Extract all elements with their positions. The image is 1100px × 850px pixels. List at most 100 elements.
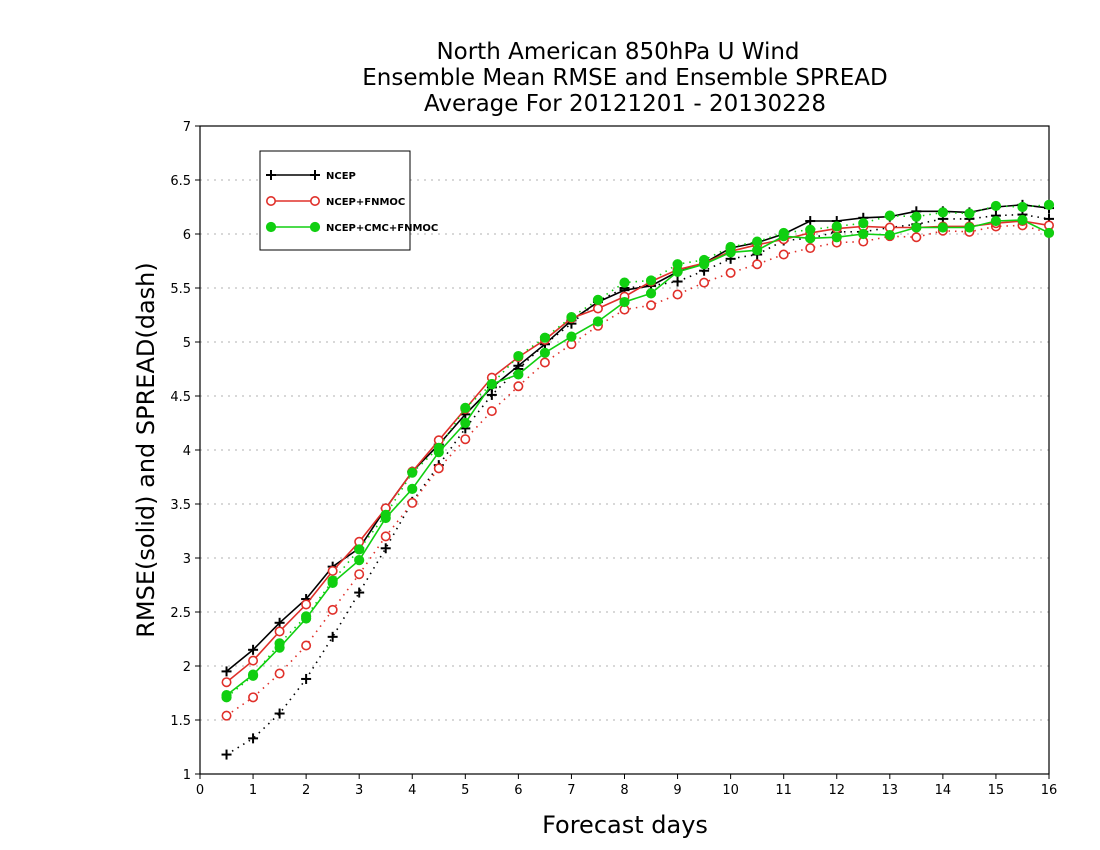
spread-point — [752, 259, 763, 270]
rmse-point — [248, 655, 259, 666]
spread-point — [911, 211, 922, 222]
spread-point — [990, 200, 1002, 212]
spread-point — [672, 276, 683, 287]
x-tick-label: 0 — [196, 783, 204, 798]
rmse-point — [858, 228, 869, 240]
rmse-point — [778, 231, 789, 242]
spread-point — [486, 406, 497, 417]
y-tick-label: 2 — [183, 660, 191, 675]
x-tick-label: 3 — [355, 783, 363, 798]
chart-subtitle-2: Average For 20121201 - 20130228 — [424, 91, 826, 117]
spread-point — [301, 673, 312, 684]
rmse-point — [1043, 227, 1055, 239]
legend-entry: NCEP — [266, 170, 356, 182]
rmse-point — [274, 617, 285, 628]
rmse-point — [460, 417, 471, 429]
y-tick-label: 4.5 — [170, 390, 191, 405]
series-ncep-fnmoc — [221, 216, 1055, 721]
rmse-point — [301, 613, 312, 624]
legend-marker — [265, 221, 277, 233]
rmse-point — [805, 216, 816, 227]
rmse-point — [327, 577, 338, 588]
spread-line — [225, 204, 1050, 698]
legend-entry: NCEP+FNMOC — [265, 196, 405, 208]
rmse-point — [752, 245, 763, 256]
spread-point — [221, 710, 232, 721]
y-tick-label: 2.5 — [170, 606, 191, 621]
x-tick-label: 1 — [249, 783, 257, 798]
x-tick-label: 5 — [461, 783, 469, 798]
spread-point — [1043, 199, 1055, 210]
rmse-point — [831, 232, 842, 243]
rmse-point — [513, 369, 524, 380]
spread-line — [226, 224, 1050, 717]
rmse-point — [433, 447, 444, 458]
rmse-point — [884, 229, 895, 241]
spread-point — [964, 208, 975, 219]
spread-point — [858, 218, 869, 229]
rmse-point — [327, 565, 338, 576]
x-tick-label: 12 — [828, 783, 845, 798]
rmse-point — [645, 288, 657, 299]
spread-point — [645, 275, 657, 286]
x-tick-label: 11 — [775, 783, 792, 798]
spread-point — [460, 402, 471, 413]
rmse-point — [221, 666, 232, 677]
y-tick-label: 5 — [183, 336, 191, 351]
spread-point — [619, 277, 630, 288]
y-tick-label: 5.5 — [170, 282, 191, 297]
spread-point — [354, 569, 365, 580]
rmse-line — [225, 203, 1050, 673]
rmse-point — [221, 690, 232, 701]
legend-label: NCEP — [326, 171, 356, 182]
spread-point — [433, 463, 444, 474]
spread-point — [539, 357, 550, 368]
rmse-point — [566, 331, 577, 342]
spread-point — [513, 381, 524, 392]
spread-point — [380, 531, 391, 542]
spread-point — [539, 332, 551, 343]
x-tick-label: 7 — [567, 783, 575, 798]
y-tick-label: 1.5 — [170, 714, 191, 729]
spread-point — [752, 236, 763, 247]
x-axis-label: Forecast days — [542, 811, 708, 839]
rmse-point — [354, 555, 365, 566]
legend-label: NCEP+CMC+FNMOC — [326, 223, 438, 234]
rmse-point — [539, 347, 551, 358]
rmse-point — [407, 483, 418, 494]
y-tick-label: 3 — [183, 552, 191, 567]
spread-point — [566, 312, 577, 323]
spread-point — [407, 467, 418, 478]
spread-point — [646, 300, 657, 311]
grid-lines — [200, 179, 1049, 721]
spread-point — [301, 640, 312, 651]
rmse-point — [274, 626, 285, 637]
legend-marker — [265, 196, 276, 207]
rmse-point — [911, 222, 922, 233]
rmse-point — [937, 222, 948, 233]
spread-point — [274, 708, 285, 719]
legend-marker — [309, 196, 320, 207]
spread-point — [937, 207, 948, 218]
spread-point — [380, 543, 391, 554]
x-tick-label: 4 — [408, 783, 416, 798]
rmse-point — [1017, 214, 1028, 226]
rmse-point — [592, 316, 604, 327]
x-tick-label: 15 — [988, 783, 1005, 798]
rmse-point — [221, 677, 232, 688]
rmse-point — [619, 296, 630, 308]
x-tick-label: 8 — [620, 783, 628, 798]
spread-point — [407, 497, 418, 508]
spread-point — [354, 587, 365, 598]
y-tick-label: 7 — [183, 120, 191, 135]
legend-marker — [309, 221, 321, 233]
y-tick-label: 4 — [183, 444, 191, 459]
spread-point — [699, 277, 710, 288]
rmse-point — [990, 215, 1002, 227]
rmse-point — [248, 644, 259, 655]
spread-point — [248, 692, 259, 703]
legend: NCEP NCEP+FNMOC NCEP+CMC+FNMOC — [259, 150, 438, 251]
rmse-point — [805, 233, 816, 244]
chart-subtitle: Ensemble Mean RMSE and Ensemble SPREAD — [362, 65, 887, 91]
